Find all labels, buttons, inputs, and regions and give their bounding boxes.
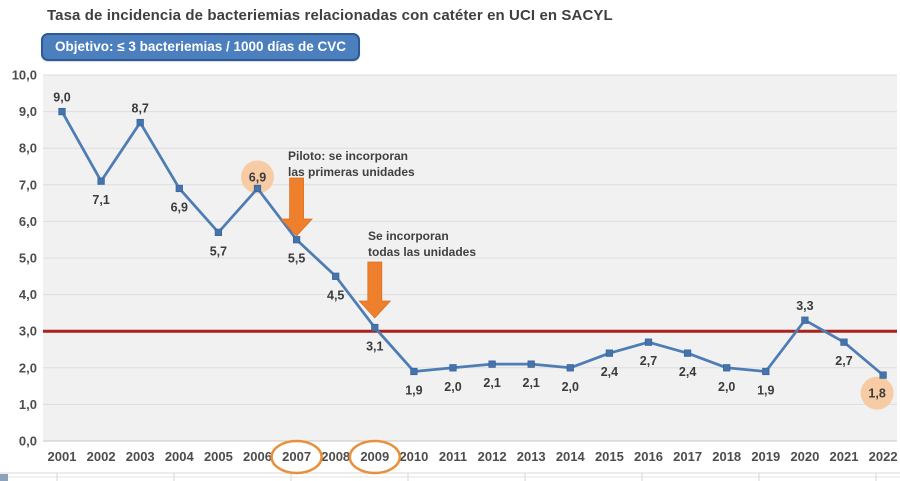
x-axis-label: 2007 [282,449,311,464]
data-point-marker [801,316,809,324]
data-point-marker [566,364,574,372]
x-axis-label: 2008 [321,449,350,464]
data-point-marker [762,367,770,376]
y-axis-label: 2,0 [19,360,37,375]
data-point-marker [449,364,457,372]
data-point-marker [605,349,614,357]
data-point-marker [527,360,535,368]
annotation-text: Se incorporan [368,229,449,243]
x-axis-label: 2006 [243,449,272,464]
data-point-marker [488,360,496,368]
data-point-marker [879,371,887,379]
data-point-marker [253,184,262,193]
x-axis-label: 2002 [87,449,116,464]
data-point-marker [58,107,66,116]
x-axis-label: 2005 [204,449,233,464]
x-axis-label: 2003 [126,449,155,464]
data-point-label: 3,3 [796,299,813,313]
data-point-label: 6,9 [249,170,266,184]
highlight-circle [241,160,274,194]
data-point-label: 8,7 [132,102,149,116]
down-arrow-icon [358,261,392,319]
data-point-label: 3,1 [366,340,383,354]
x-axis-label: 2011 [439,449,467,464]
data-point-marker [683,349,692,357]
data-point-marker [644,338,653,346]
data-point-label: 6,9 [171,200,188,214]
year-circle-highlight [348,439,402,475]
data-point-marker [214,228,223,237]
y-axis-label: 8,0 [19,141,37,156]
x-axis-label: 2019 [751,449,780,464]
y-axis-label: 10,0 [12,68,37,83]
x-axis-label: 2020 [790,449,819,464]
data-point-label: 2,7 [640,354,657,368]
y-axis-label: 9,0 [19,104,37,119]
y-axis-label: 6,0 [19,214,37,229]
x-axis-label: 2022 [869,449,898,464]
data-point-marker [410,367,418,376]
y-axis-label: 3,0 [19,324,37,339]
highlight-circle [860,376,894,410]
data-point-marker [136,118,144,127]
data-point-label: 2,0 [718,380,735,394]
data-point-label: 1,9 [405,383,422,397]
data-point-marker [371,323,379,332]
x-axis-label: 2017 [673,449,702,464]
data-point-label: 2,0 [562,380,579,394]
annotation-text: Piloto: se incorporan [288,149,408,163]
x-axis-label: 2009 [360,449,389,464]
data-point-label: 4,5 [327,288,344,302]
data-point-marker [723,364,731,372]
annotation-text: las primeras unidades [288,165,415,179]
data-point-marker [332,272,340,280]
x-axis-label: 2021 [830,449,859,464]
x-axis-label: 2015 [595,449,624,464]
data-point-marker [97,177,105,185]
x-axis-label: 2014 [556,449,586,464]
data-point-label: 1,9 [757,383,774,397]
y-axis-label: 0,0 [19,434,37,449]
trend-line [60,110,885,377]
data-point-label: 5,7 [210,244,227,258]
x-axis-label: 2010 [399,449,428,464]
x-axis-label: 2013 [517,449,546,464]
data-point-label: 7,1 [92,193,109,207]
x-axis-label: 2001 [48,449,77,464]
data-point-label: 9,0 [53,91,70,105]
data-point-label: 1,8 [868,387,885,401]
data-point-label: 5,5 [288,252,305,266]
data-point-marker [292,236,301,244]
data-point-label: 2,4 [601,365,618,379]
x-axis-label: 2012 [478,449,507,464]
down-arrow-icon [280,177,313,237]
data-point-label: 2,1 [483,376,500,390]
data-point-marker [175,184,183,193]
y-axis-label: 7,0 [19,177,37,192]
objective-badge: Objetivo: ≤ 3 bacteriemias / 1000 días d… [41,33,361,61]
y-axis-label: 1,0 [19,397,37,412]
y-axis-label: 4,0 [19,287,37,302]
chart-title: Tasa de incidencia de bacteriemias relac… [47,7,613,24]
data-point-label: 2,4 [679,365,696,379]
table-strip-legend-cell [0,474,8,481]
data-point-label: 2,7 [835,354,852,368]
x-axis-label: 2004 [165,449,195,464]
year-circle-highlight [270,439,323,475]
data-point-label: 2,1 [523,376,540,390]
data-point-label: 2,0 [444,380,461,394]
x-axis-label: 2016 [634,449,663,464]
annotation-text: todas las unidades [368,245,476,259]
data-point-marker [840,338,848,346]
y-axis-label: 5,0 [19,251,37,266]
x-axis-label: 2018 [712,449,741,464]
